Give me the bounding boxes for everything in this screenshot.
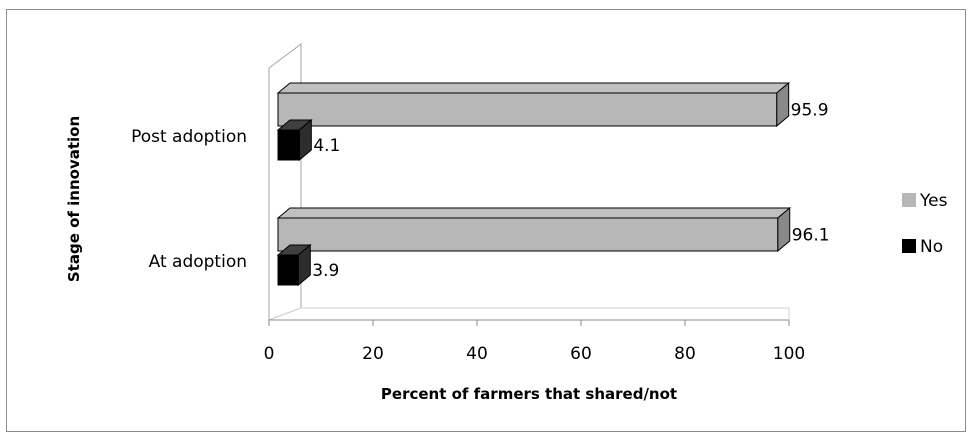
- y-axis-title: Stage of innovation: [65, 116, 83, 282]
- legend-swatch-no: [902, 239, 916, 253]
- x-axis-title: Percent of farmers that shared/not: [381, 385, 677, 403]
- data-label: 4.1: [313, 136, 340, 156]
- x-tick-label: 100: [773, 344, 805, 364]
- bar-top-face: [276, 82, 791, 94]
- category-label: Post adoption: [131, 127, 247, 147]
- bar-front-face: [277, 129, 300, 161]
- chart-floor: [268, 307, 790, 321]
- x-tick-label: 60: [570, 344, 592, 364]
- data-label: 95.9: [791, 101, 829, 121]
- bar-yes: [276, 81, 791, 128]
- data-label: 96.1: [792, 226, 830, 246]
- category-label: At adoption: [149, 252, 247, 272]
- bar-front-face: [277, 217, 779, 252]
- legend-swatch-yes: [902, 193, 916, 207]
- legend-label-yes: Yes: [919, 191, 948, 211]
- x-tick-label: 20: [362, 344, 384, 364]
- x-tick-label: 80: [674, 344, 696, 364]
- bar-no: [276, 118, 313, 162]
- x-tick-label: 40: [466, 344, 488, 364]
- bar-front-face: [277, 254, 299, 286]
- x-tick-label: 0: [264, 344, 275, 364]
- bar-front-face: [277, 92, 778, 127]
- bar-top-face: [276, 207, 792, 219]
- bar-yes: [276, 206, 792, 253]
- bar-no: [276, 243, 312, 287]
- legend-label-no: No: [920, 237, 943, 257]
- data-label: 3.9: [312, 261, 339, 281]
